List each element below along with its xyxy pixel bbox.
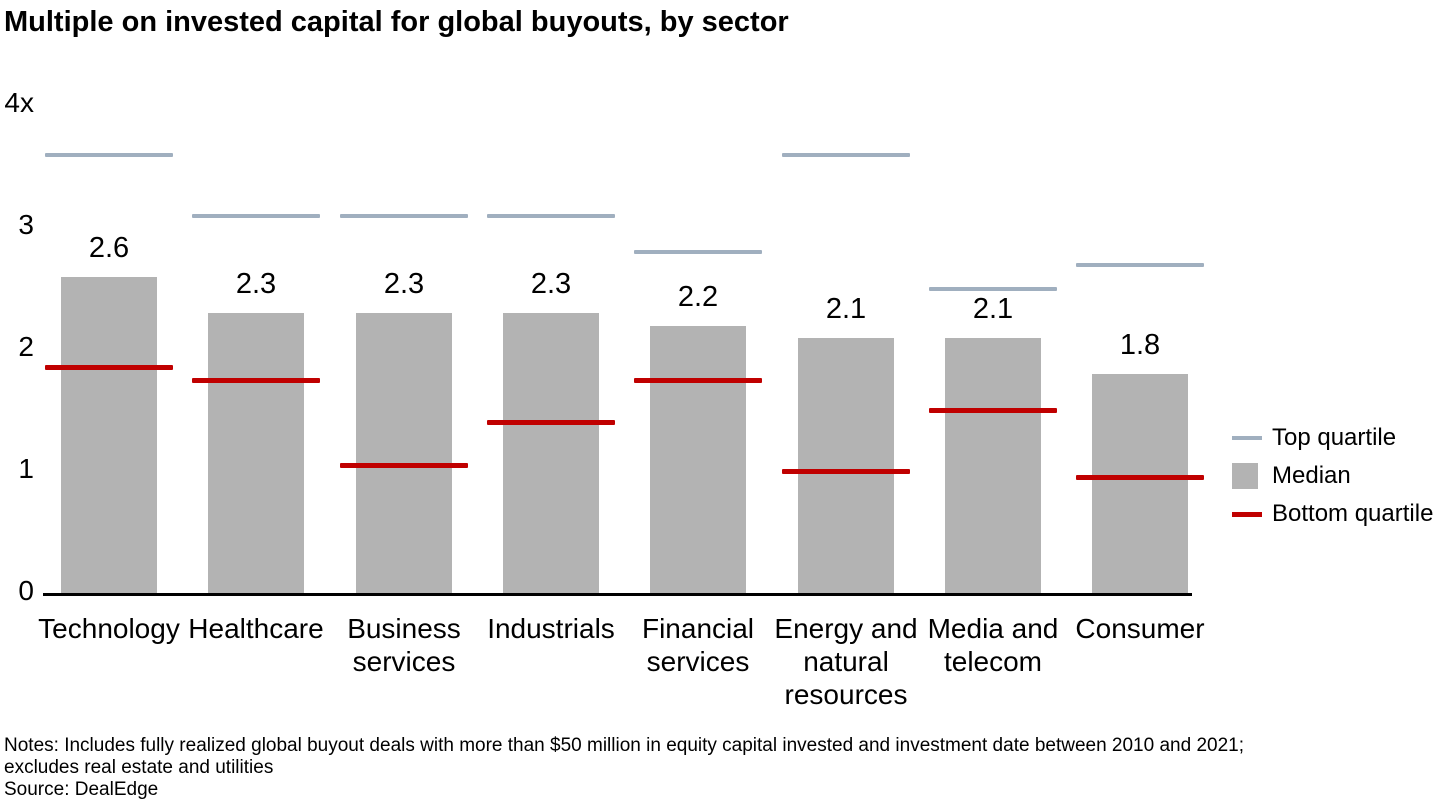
y-axis-tick-0: 0 — [18, 575, 34, 606]
top-quartile-line-financial — [634, 250, 762, 255]
top-quartile-line-energy-and — [782, 152, 910, 157]
y-axis-tick-1: 1 — [18, 453, 34, 484]
top-quartile-line-technology — [45, 152, 173, 157]
value-label-healthcare: 2.3 — [235, 268, 277, 301]
value-label-energy-and: 2.1 — [825, 292, 867, 325]
top-quartile-line-business — [340, 213, 468, 218]
y-axis-tick-4x: 4x — [4, 87, 34, 118]
value-label-media-and: 2.1 — [972, 292, 1014, 325]
legend: Top quartile Median Bottom quartile — [1232, 419, 1433, 533]
notes-line: excludes real estate and utilities — [4, 757, 274, 778]
legend-item-median: Median — [1232, 457, 1433, 495]
source-line: Source: DealEdge — [4, 779, 159, 800]
value-label-business: 2.3 — [383, 268, 425, 301]
y-axis-tick-2: 2 — [18, 331, 34, 362]
bar-healthcare — [208, 313, 304, 594]
median-square-icon — [1232, 463, 1264, 489]
top-quartile-line-media-and — [929, 287, 1057, 291]
bar-media-and — [945, 337, 1041, 594]
category-label-industrials: Industrials — [487, 613, 615, 644]
category-label-healthcare: Healthcare — [188, 613, 324, 644]
bar-technology — [61, 276, 157, 594]
top-quartile-line-healthcare — [192, 213, 320, 218]
category-label-technology: Technology — [38, 613, 180, 644]
bottom-quartile-line-icon — [1232, 511, 1264, 517]
bar-energy-and — [798, 337, 894, 594]
y-axis-tick-3: 3 — [18, 209, 34, 240]
legend-label: Top quartile — [1272, 424, 1397, 451]
value-label-financial: 2.2 — [677, 280, 719, 313]
bar-financial — [650, 325, 746, 594]
value-label-industrials: 2.3 — [530, 268, 572, 301]
category-label-consumer: Consumer — [1075, 613, 1205, 644]
top-quartile-line-consumer — [1076, 262, 1204, 267]
bottom-quartile-line-business — [340, 462, 468, 468]
footnotes: Notes: Includes fully realized global bu… — [4, 735, 1244, 801]
legend-label: Median — [1272, 462, 1351, 489]
bottom-quartile-line-healthcare — [192, 377, 320, 383]
x-axis-line — [43, 593, 1192, 596]
bar-consumer — [1092, 374, 1188, 594]
bottom-quartile-line-technology — [45, 365, 173, 371]
legend-label: Bottom quartile — [1272, 500, 1434, 527]
bar-business — [356, 313, 452, 594]
value-label-technology: 2.6 — [88, 231, 130, 264]
bar-industrials — [503, 313, 599, 594]
category-label-media-and: Media and telecom — [927, 613, 1059, 677]
top-quartile-line-icon — [1232, 436, 1264, 440]
value-label-consumer: 1.8 — [1119, 329, 1161, 362]
bottom-quartile-line-consumer — [1076, 475, 1204, 481]
category-label-energy-and: Energy and natural resources — [774, 613, 918, 710]
category-label-business: Business services — [347, 613, 461, 677]
bottom-quartile-line-energy-and — [782, 469, 910, 474]
legend-item-bottom-quartile: Bottom quartile — [1232, 495, 1433, 533]
legend-item-top-quartile: Top quartile — [1232, 419, 1433, 457]
chart-title: Multiple on invested capital for global … — [4, 6, 789, 38]
top-quartile-line-industrials — [487, 213, 615, 218]
category-label-financial: Financial services — [641, 613, 755, 677]
bottom-quartile-line-financial — [634, 377, 762, 383]
notes-line: Notes: Includes fully realized global bu… — [4, 735, 1245, 756]
bottom-quartile-line-industrials — [487, 420, 615, 426]
bottom-quartile-line-media-and — [929, 408, 1057, 413]
